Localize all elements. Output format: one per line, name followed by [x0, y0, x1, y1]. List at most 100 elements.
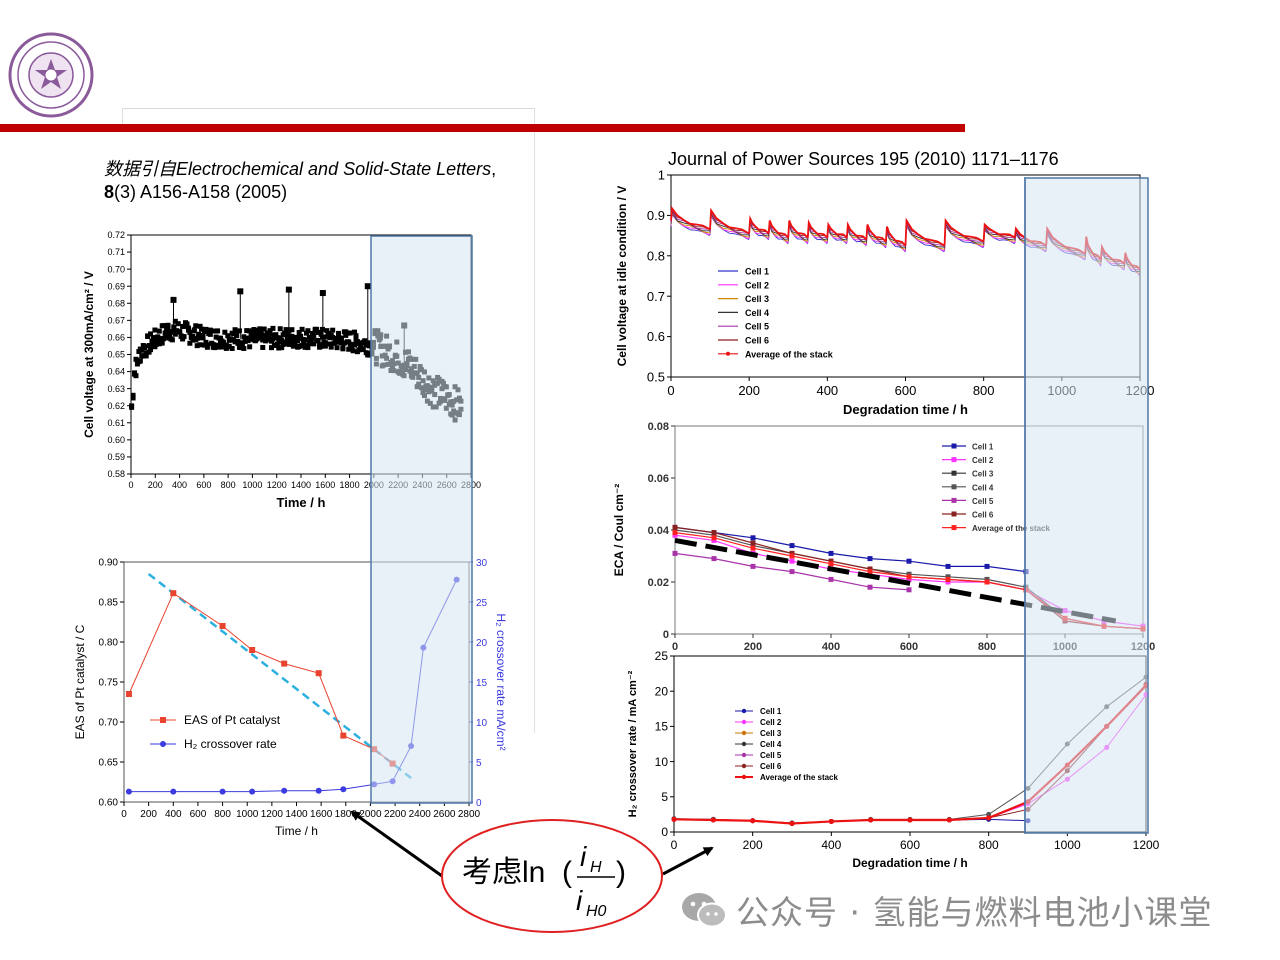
y-tick-label: 0.9: [647, 208, 665, 223]
legend-label: Cell 6: [745, 336, 769, 346]
x-tick-label: 1400: [285, 809, 308, 820]
citation-prefix: 数据引自: [104, 159, 176, 179]
series-line: [674, 526, 1027, 573]
data-point: [155, 338, 161, 344]
y-tick-label: 20: [655, 684, 669, 698]
data-point: [327, 341, 333, 347]
data-point: [315, 787, 322, 794]
data-point: [325, 332, 331, 338]
data-point: [281, 787, 288, 794]
data-point: [347, 330, 353, 336]
data-point: [672, 532, 678, 538]
data-point: [156, 328, 162, 334]
y-tick-label: 0.7: [647, 289, 665, 304]
y-tick-label: 0.75: [99, 678, 119, 689]
x-tick-label: 800: [214, 809, 231, 820]
data-point: [194, 343, 200, 349]
data-point: [209, 328, 215, 334]
data-point: [155, 334, 161, 340]
x-tick-label: 1000: [236, 809, 259, 820]
divider-line: [122, 108, 535, 109]
y-tick-label: 0.71: [107, 247, 125, 257]
legend-label: Cell 2: [972, 456, 994, 465]
y-tick-label: 0.67: [107, 316, 125, 326]
data-point: [200, 335, 206, 341]
legend-marker: [726, 351, 730, 356]
data-point: [750, 545, 756, 551]
divider-line: [534, 108, 535, 733]
data-point: [334, 339, 340, 345]
data-point: [267, 331, 273, 337]
data-point: [248, 336, 254, 342]
highlight-region-left: [370, 235, 473, 804]
data-point: [143, 350, 149, 356]
legend-marker: [951, 470, 957, 476]
y-tick-label: 0.80: [99, 638, 119, 649]
data-point: [172, 318, 178, 324]
data-point: [197, 342, 203, 348]
data-point: [296, 330, 302, 336]
data-point: [258, 333, 264, 339]
data-point: [254, 336, 260, 342]
legend-label: Cell 5: [972, 497, 994, 506]
data-point: [789, 558, 795, 564]
x-tick-label: 1600: [310, 809, 333, 820]
data-point: [789, 543, 795, 549]
data-point: [244, 328, 250, 334]
y2-tick-label: 0: [476, 798, 482, 809]
y-tick-label: 0.6: [647, 329, 665, 344]
data-point: [279, 345, 285, 351]
data-point: [945, 563, 951, 569]
annotation: 考虑 ln(i Hi H0): [350, 810, 714, 933]
data-point: [340, 732, 347, 739]
y-tick-label: 0.69: [107, 281, 125, 291]
x-tick-label: 800: [978, 641, 996, 653]
data-point: [285, 286, 292, 293]
data-point: [266, 337, 272, 343]
x-tick-label: 2600: [433, 809, 456, 820]
legend-marker: [951, 525, 957, 531]
data-point: [671, 816, 677, 822]
x-tick-label: 1600: [315, 480, 335, 490]
y-tick-label: 0.62: [107, 401, 125, 411]
y-tick-label: 0.59: [107, 452, 125, 462]
data-point: [341, 340, 347, 346]
data-point: [710, 817, 716, 823]
data-point: [314, 326, 320, 332]
data-point: [318, 343, 324, 349]
x-tick-label: 1400: [291, 480, 311, 490]
x-tick-label: 1200: [1133, 838, 1160, 852]
data-point: [274, 335, 280, 341]
data-point: [352, 342, 358, 348]
data-point: [241, 345, 247, 351]
data-point: [252, 328, 258, 334]
x-tick-label: 400: [816, 383, 838, 398]
y-tick-label: 0.8: [647, 248, 665, 263]
y-tick-label: 0.64: [107, 367, 125, 377]
data-point: [672, 550, 678, 556]
x-tick-label: 2400: [409, 809, 432, 820]
x-tick-label: 600: [190, 809, 207, 820]
data-point: [315, 329, 321, 335]
data-point: [273, 332, 279, 338]
legend-label: Average of the stack: [745, 349, 834, 359]
data-point: [311, 341, 317, 347]
data-point: [247, 344, 253, 350]
data-point: [245, 338, 251, 344]
data-point: [170, 296, 177, 303]
data-point: [204, 344, 210, 350]
x-tick-label: 2200: [384, 809, 407, 820]
data-point: [270, 336, 276, 342]
data-point: [247, 328, 253, 334]
legend-label: Cell 1: [745, 267, 769, 277]
data-point: [330, 334, 336, 340]
highlight-region-right: [1024, 177, 1149, 834]
data-point: [350, 348, 356, 354]
x-axis-label: Time / h: [275, 824, 318, 838]
data-point: [986, 815, 992, 821]
data-point: [828, 558, 834, 564]
x-tick-label: 0: [672, 641, 678, 653]
data-point: [340, 345, 346, 351]
y-tick-label: 25: [655, 649, 669, 663]
annotation-num: i: [580, 841, 587, 872]
